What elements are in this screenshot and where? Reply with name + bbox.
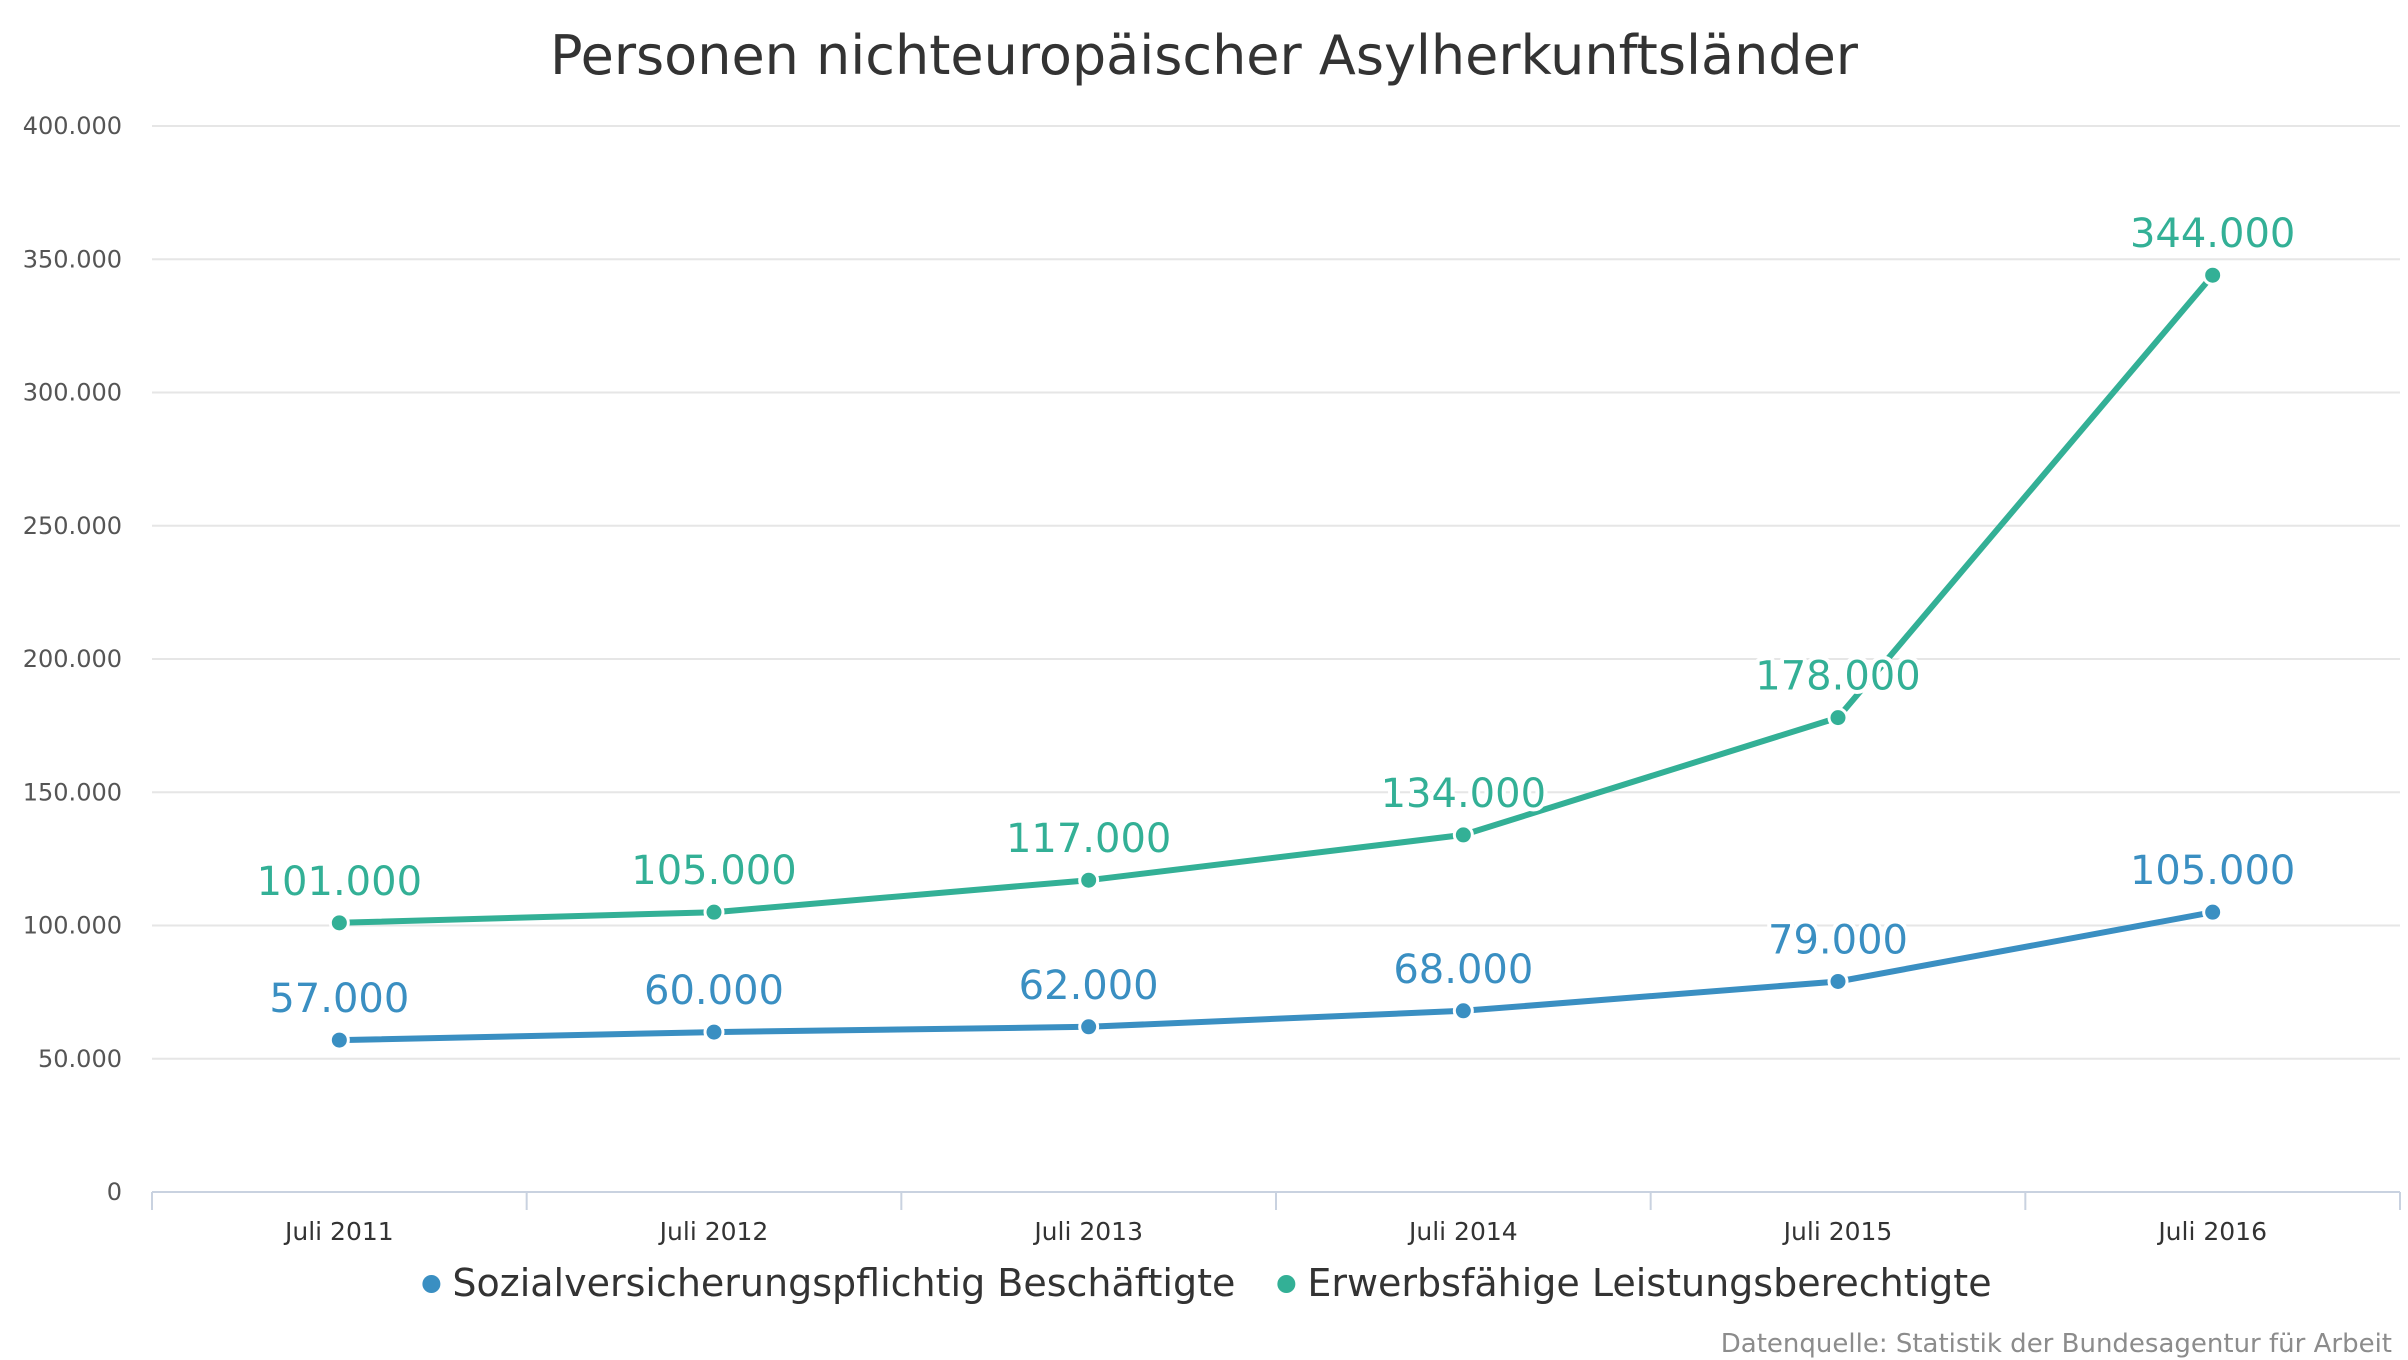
legend-marker <box>422 1275 441 1293</box>
legend-item-2[interactable]: Erwerbsfähige Leistungsberechtigte <box>1277 1261 1992 1305</box>
x-tick-label: Juli 2011 <box>283 1217 394 1246</box>
data-label: 68.000 <box>1393 947 1533 993</box>
y-tick-label: 300.000 <box>23 379 122 407</box>
legend-label: Sozialversicherungspflichtig Beschäftigt… <box>452 1261 1235 1305</box>
x-tick-label: Juli 2013 <box>1032 1217 1143 1246</box>
x-tick-label: Juli 2012 <box>658 1217 769 1246</box>
y-tick-label: 200.000 <box>23 645 122 673</box>
data-labels: 57.000 60.000 62.000 68.000 79.000 105.000 101… <box>253 207 2300 1026</box>
data-label: 62.000 <box>1019 963 1159 1009</box>
x-axis: Juli 2011 Juli 2012 Juli 2013 Juli 2014 Juli… <box>151 1191 2401 1246</box>
legend-item-1[interactable]: Sozialversicherungspflichtig Beschäftigt… <box>422 1261 1235 1305</box>
chart-title: Personen nichteuropäischer Asylherkunfts… <box>550 24 1859 87</box>
data-label: 178.000 <box>1755 654 1920 700</box>
x-tick-label: Juli 2016 <box>2156 1217 2267 1246</box>
x-tick-label: Juli 2015 <box>1782 1217 1893 1246</box>
y-tick-label: 250.000 <box>23 512 122 540</box>
y-tick-label: 350.000 <box>23 245 122 273</box>
data-point <box>328 1029 350 1051</box>
data-label: 79.000 <box>1768 917 1908 963</box>
data-point <box>1827 707 1849 729</box>
legend-label: Erwerbsfähige Leistungsberechtigte <box>1307 1261 1991 1305</box>
data-label: 105.000 <box>631 848 796 894</box>
data-label: 344.000 <box>2130 211 2295 257</box>
data-point <box>703 1021 725 1043</box>
data-label: 105.000 <box>2130 848 2295 894</box>
data-point <box>2202 264 2224 286</box>
data-label: 117.000 <box>1006 816 1171 862</box>
data-point <box>328 912 350 934</box>
series-layer <box>328 264 2224 1051</box>
series-line-1 <box>336 909 2216 1044</box>
data-point <box>2202 901 2224 923</box>
x-tick-label: Juli 2014 <box>1407 1217 1518 1246</box>
legend: Sozialversicherungspflichtig Beschäftigt… <box>422 1261 1992 1305</box>
data-label: 57.000 <box>269 976 409 1022</box>
data-label: 134.000 <box>1381 771 1546 817</box>
data-label: 101.000 <box>257 859 422 905</box>
data-point <box>1452 824 1474 846</box>
gridlines: 0 50.000 100.000 150.000 200.000 250.000 300.0… <box>23 112 2400 1206</box>
legend-marker <box>1277 1275 1296 1293</box>
source-note: Datenquelle: Statistik der Bundesagentur… <box>1721 1329 2392 1359</box>
data-point <box>1827 970 1849 992</box>
y-tick-label: 100.000 <box>23 912 122 940</box>
y-tick-label: 150.000 <box>23 778 122 806</box>
data-point <box>1452 1000 1474 1022</box>
data-point <box>1078 1016 1100 1038</box>
data-point <box>1078 869 1100 891</box>
series-line-2 <box>336 272 2216 926</box>
y-tick-label: 50.000 <box>38 1045 122 1073</box>
data-point <box>703 901 725 923</box>
y-tick-label: 0 <box>107 1178 122 1206</box>
y-tick-label: 400.000 <box>23 112 122 140</box>
data-label: 60.000 <box>644 968 784 1014</box>
